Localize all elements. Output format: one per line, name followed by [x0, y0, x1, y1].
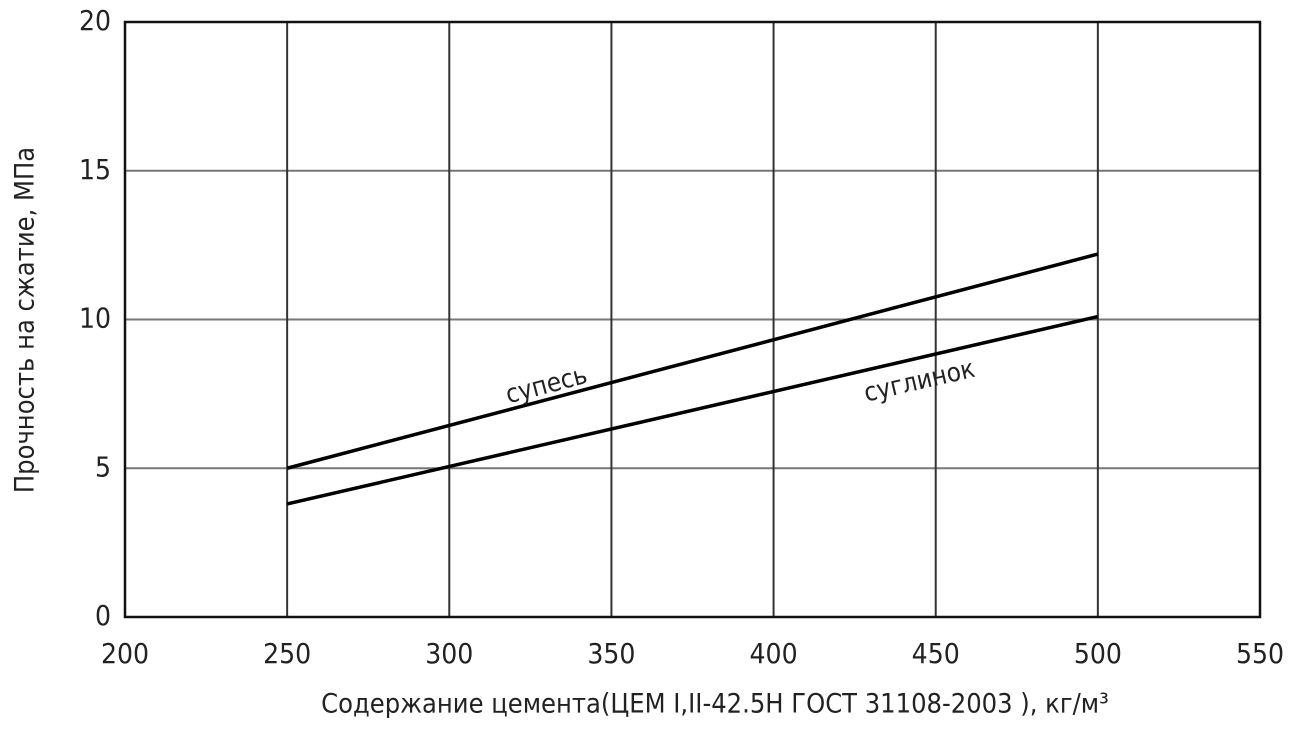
x-tick-label: 250 [263, 637, 311, 670]
y-tick-label: 20 [79, 4, 111, 37]
series-line [286, 252, 1099, 470]
y-tick-label: 0 [95, 599, 111, 632]
x-tick-label: 400 [750, 637, 798, 670]
x-tick-label: 350 [587, 637, 635, 670]
y-tick-label: 15 [79, 153, 111, 186]
x-tick-label: 200 [101, 637, 149, 670]
x-tick-label: 550 [1236, 637, 1284, 670]
x-tick-label: 500 [1074, 637, 1122, 670]
y-tick-label: 5 [95, 450, 111, 483]
plot-frame [123, 20, 1262, 619]
x-tick-label: 450 [912, 637, 960, 670]
y-tick-label: 10 [79, 302, 111, 335]
y-axis-title: Прочность на сжатие, МПа [10, 147, 41, 493]
x-tick-label: 300 [425, 637, 473, 670]
series-label: супесь [502, 360, 590, 410]
x-axis-title: Содержание цемента(ЦЕМ I,II-42.5Н ГОСТ 3… [321, 689, 1109, 720]
series-label: суглинок [861, 354, 978, 409]
series-line [286, 314, 1099, 506]
